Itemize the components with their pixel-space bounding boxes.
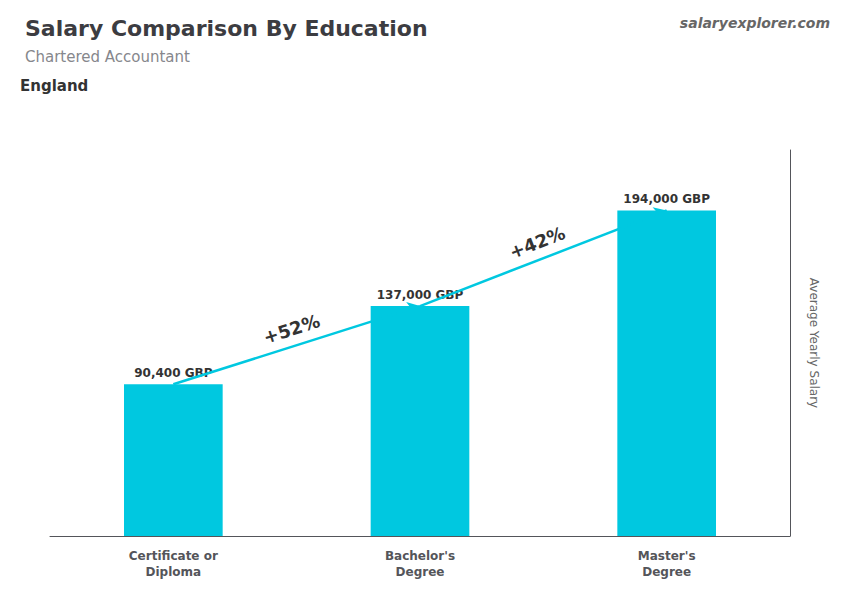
svg-text:Salary Comparison By Education: Salary Comparison By Education [25,16,428,41]
svg-text:Diploma: Diploma [146,565,202,579]
svg-text:Degree: Degree [642,565,691,579]
svg-text:137,000 GBP: 137,000 GBP [376,288,464,303]
svg-text:salaryexplorer.com: salaryexplorer.com [680,15,830,31]
svg-text:Average Yearly Salary: Average Yearly Salary [807,278,821,408]
svg-text:Master's: Master's [638,549,696,563]
svg-text:194,000 GBP: 194,000 GBP [623,192,710,206]
svg-text:90,400 GBP: 90,400 GBP [134,366,212,380]
svg-text:Bachelor's: Bachelor's [385,549,455,563]
svg-text:+52%: +52% [261,310,323,348]
svg-text:England: England [20,77,88,95]
svg-text:Degree: Degree [396,565,445,579]
svg-text:Certificate or: Certificate or [129,549,218,563]
svg-text:Chartered Accountant: Chartered Accountant [25,48,190,66]
svg-text:+42%: +42% [506,222,568,263]
